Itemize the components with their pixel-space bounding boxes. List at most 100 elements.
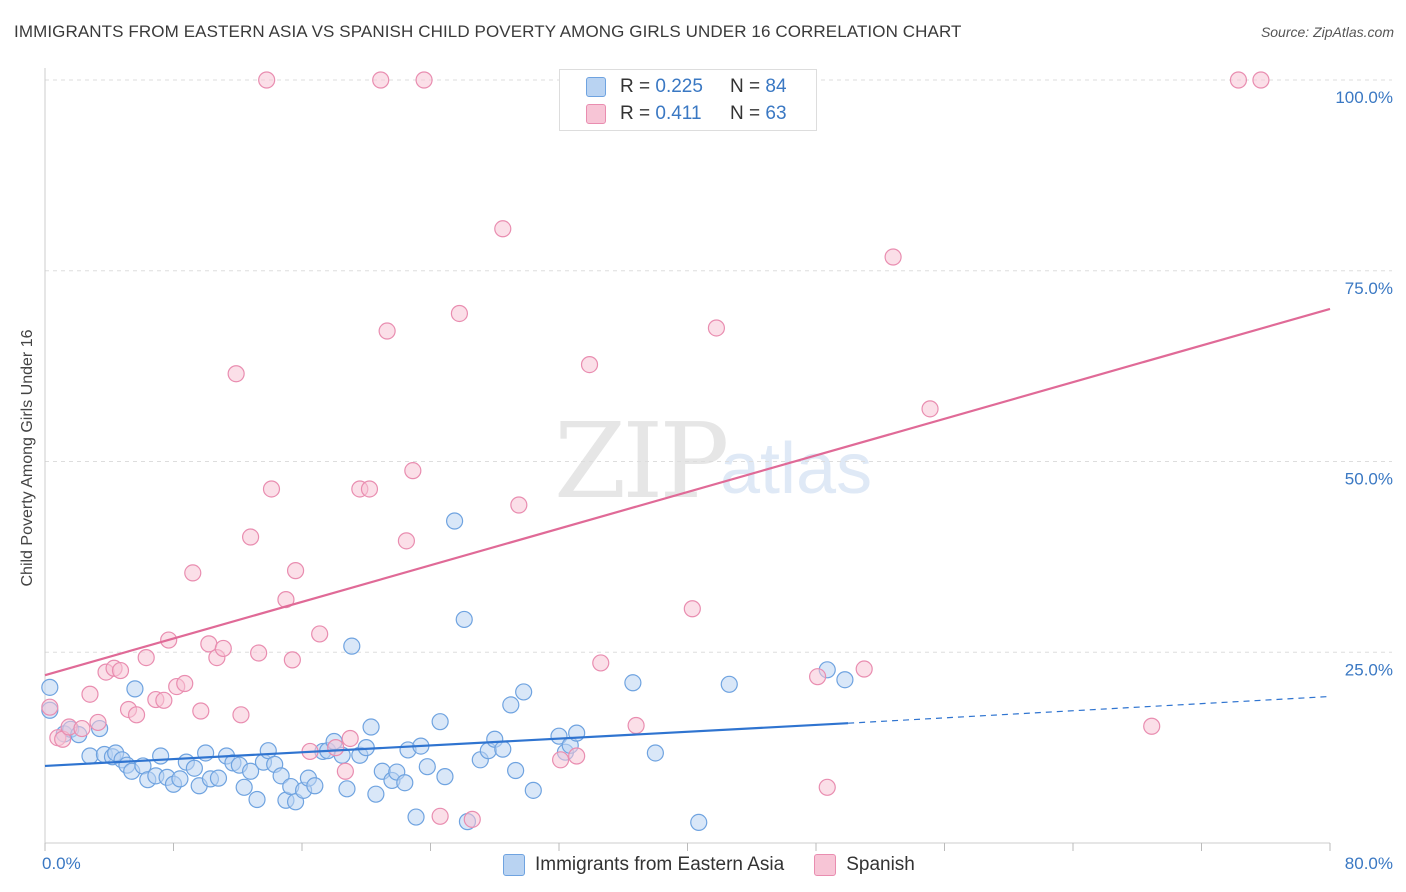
point-spanish <box>81 685 99 703</box>
point-spanish <box>397 532 416 550</box>
point-eastern-asia <box>720 675 738 693</box>
point-eastern-asia <box>343 637 361 655</box>
point-eastern-asia <box>367 785 385 803</box>
series-legend: Immigrants from Eastern Asia Spanish <box>503 852 945 878</box>
point-spanish <box>258 71 276 89</box>
point-spanish <box>176 674 194 693</box>
point-eastern-asia <box>494 740 512 758</box>
point-eastern-asia <box>418 758 436 776</box>
trendline-eastern-asia <box>44 722 849 768</box>
point-spanish <box>336 762 354 780</box>
y-axis-label: Child Poverty Among Girls Under 16 <box>19 329 36 587</box>
y-tick-label: 100.0% <box>1335 88 1393 107</box>
point-spanish <box>580 355 599 374</box>
point-eastern-asia <box>248 790 266 809</box>
x-tick-label: 80.0% <box>1345 854 1393 873</box>
legend-label: Spanish <box>846 854 915 875</box>
legend-r-label: R = <box>620 76 651 97</box>
point-eastern-asia <box>126 680 144 698</box>
point-spanish <box>327 739 345 757</box>
point-spanish <box>683 600 701 618</box>
legend-swatch-blue <box>586 77 606 97</box>
point-spanish <box>415 71 433 89</box>
point-spanish <box>286 562 305 580</box>
chart-title: IMMIGRANTS FROM EASTERN ASIA VS SPANISH … <box>14 22 962 41</box>
point-spanish <box>378 322 396 340</box>
point-eastern-asia <box>690 813 708 831</box>
trendline-spanish <box>44 307 1331 677</box>
watermark-atlas: atlas <box>720 429 873 509</box>
point-spanish <box>137 648 155 667</box>
point-eastern-asia <box>242 762 260 780</box>
legend-item-eastern-asia[interactable]: Immigrants from Eastern Asia <box>503 854 784 876</box>
point-spanish <box>242 528 260 546</box>
point-eastern-asia <box>338 780 356 798</box>
point-spanish <box>404 462 422 480</box>
point-eastern-asia <box>436 768 454 786</box>
point-eastern-asia <box>185 759 203 777</box>
point-eastern-asia <box>272 767 290 785</box>
point-spanish <box>510 496 528 514</box>
point-spanish <box>192 702 210 720</box>
point-eastern-asia <box>515 683 533 701</box>
y-tick-label: 25.0% <box>1345 660 1393 679</box>
point-spanish <box>262 480 281 498</box>
point-eastern-asia <box>836 671 854 689</box>
point-spanish <box>921 400 939 418</box>
point-eastern-asia <box>209 769 228 787</box>
point-spanish <box>494 220 512 238</box>
point-spanish <box>627 716 645 735</box>
x-tick-label: 0.0% <box>42 854 81 873</box>
point-spanish <box>311 625 329 643</box>
correlation-legend: R = 0.225 N = 84 R = 0.411 N = 63 <box>559 69 817 131</box>
point-spanish <box>232 706 250 724</box>
point-spanish <box>1143 717 1161 735</box>
legend-swatch-pink <box>814 854 837 876</box>
legend-swatch-blue <box>503 854 525 876</box>
point-spanish <box>155 691 173 709</box>
point-eastern-asia <box>624 674 642 692</box>
point-eastern-asia <box>306 777 324 795</box>
point-spanish <box>463 810 481 828</box>
point-eastern-asia <box>445 512 464 530</box>
point-eastern-asia <box>431 713 449 731</box>
chart-source: Source: ZipAtlas.com <box>1260 24 1394 40</box>
point-eastern-asia <box>407 808 425 826</box>
point-eastern-asia <box>502 696 520 714</box>
point-spanish <box>89 713 107 732</box>
point-eastern-asia <box>396 774 414 792</box>
point-spanish <box>341 729 359 748</box>
point-spanish <box>818 778 836 796</box>
point-spanish <box>73 719 91 738</box>
y-tick-label: 50.0% <box>1345 470 1393 489</box>
point-spanish <box>250 644 268 662</box>
legend-swatch-pink <box>586 104 606 124</box>
trendline-extension <box>848 695 1331 724</box>
point-spanish <box>227 365 245 383</box>
point-eastern-asia <box>235 778 253 796</box>
point-spanish <box>450 304 469 323</box>
point-eastern-asia <box>455 610 473 629</box>
legend-n-value: 63 <box>765 103 787 124</box>
point-eastern-asia <box>41 678 59 696</box>
point-spanish <box>592 654 610 672</box>
legend-label: Immigrants from Eastern Asia <box>535 854 785 875</box>
point-spanish <box>1252 71 1270 89</box>
point-spanish <box>127 706 146 724</box>
legend-item-spanish[interactable]: Spanish <box>814 854 915 876</box>
point-spanish <box>707 319 726 337</box>
point-spanish <box>111 661 130 680</box>
legend-r-value: 0.411 <box>655 103 702 124</box>
point-eastern-asia <box>507 761 525 780</box>
y-tick-label: 75.0% <box>1345 279 1393 298</box>
point-eastern-asia <box>550 727 568 745</box>
legend-n-label: N = <box>730 103 761 124</box>
point-spanish <box>283 651 301 669</box>
point-spanish <box>809 668 827 686</box>
point-spanish <box>41 698 59 716</box>
point-spanish <box>552 751 570 769</box>
legend-r-value: 0.225 <box>655 76 703 97</box>
point-spanish <box>568 747 586 765</box>
point-eastern-asia <box>81 747 99 765</box>
